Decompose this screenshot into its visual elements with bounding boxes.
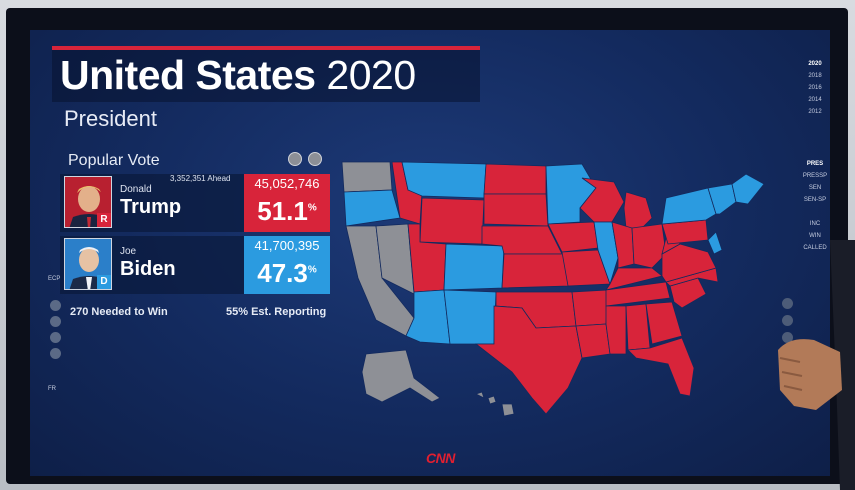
state-ny — [661, 187, 717, 225]
year-tab-2016[interactable]: 2016 — [808, 85, 822, 91]
race-tab-pres[interactable]: PRES — [806, 161, 824, 167]
monitor-frame: United States 2020 President Popular Vot… — [6, 8, 848, 484]
page-title: United States 2020 — [60, 52, 416, 99]
fr-label: FR — [48, 386, 56, 392]
state-nd — [483, 163, 547, 195]
tool-dot[interactable] — [50, 332, 61, 343]
state-sd — [483, 193, 549, 227]
party-badge-biden: D — [97, 275, 111, 289]
tool-dot[interactable] — [782, 298, 793, 309]
state-or — [343, 189, 401, 227]
state-in — [611, 221, 635, 269]
race-tab-win[interactable]: WIN — [809, 233, 821, 239]
state-mi — [623, 191, 653, 231]
state-ky — [605, 267, 663, 291]
year-tab-2014[interactable]: 2014 — [808, 97, 822, 103]
year-nav: 2020 2018 2016 2014 2012 — [802, 58, 828, 118]
tool-dot[interactable] — [782, 332, 793, 343]
race-tab-inc[interactable]: INC — [809, 221, 821, 227]
candidate-last-name: Trump — [120, 196, 182, 218]
state-nm — [443, 289, 497, 345]
race-tab-spacer — [802, 206, 828, 218]
vote-count: 41,700,395 — [254, 238, 320, 253]
state-ar — [571, 289, 609, 327]
reporting-status: 55% Est. Reporting — [226, 306, 327, 318]
state-wy — [419, 197, 485, 245]
avatar-trump: R — [64, 176, 112, 228]
race-tab-pressp[interactable]: PRESSP — [802, 173, 828, 179]
state-hi — [474, 391, 515, 417]
state-ms — [605, 305, 627, 355]
tool-dot[interactable] — [50, 348, 61, 359]
year-tab-2012[interactable]: 2012 — [808, 109, 822, 115]
filter-icon[interactable] — [288, 152, 302, 166]
state-la — [575, 323, 611, 359]
ahead-margin: 3,352,351 Ahead — [170, 174, 231, 183]
state-new-england — [707, 183, 737, 215]
needed-to-win: 270 Needed to Win — [70, 306, 168, 318]
state-mt — [401, 161, 487, 199]
cnn-logo: CNN — [426, 450, 455, 466]
title-bar — [52, 46, 480, 102]
tool-dot[interactable] — [50, 300, 61, 311]
tool-dot[interactable] — [782, 315, 793, 326]
vote-percent: 47.3% — [257, 258, 317, 288]
race-tab-sen-sp[interactable]: SEN-SP — [803, 197, 827, 203]
popular-vote-label: Popular Vote — [68, 152, 160, 169]
election-screen: United States 2020 President Popular Vot… — [30, 30, 830, 476]
race-nav: PRES PRESSP SEN SEN-SP INC WIN CALLED — [802, 158, 828, 254]
vote-box-biden: 41,700,395 47.3% — [244, 236, 330, 294]
state-tx — [474, 305, 583, 415]
race-tab-sen[interactable]: SEN — [808, 185, 822, 191]
vote-count: 45,052,746 — [254, 176, 320, 191]
year-tab-2020[interactable]: 2020 — [808, 61, 822, 67]
avatar-biden: D — [64, 238, 112, 290]
state-fl — [627, 337, 695, 397]
party-badge-trump: R — [97, 213, 111, 227]
state-oh — [631, 223, 667, 269]
us-election-map[interactable] — [336, 158, 776, 428]
state-ga — [645, 301, 683, 345]
year-tab-2018[interactable]: 2018 — [808, 73, 822, 79]
candidate-first-name: Donald — [120, 184, 152, 195]
right-tool-dots — [782, 298, 793, 343]
vote-box-trump: 45,052,746 51.1% — [244, 174, 330, 232]
title-main: United States — [60, 52, 316, 98]
candidate-panel-trump[interactable]: R 3,352,351 Ahead Donald Trump 45,052,74… — [60, 174, 330, 232]
candidate-first-name: Joe — [120, 246, 137, 257]
vote-percent: 51.1% — [257, 196, 317, 226]
state-il — [593, 221, 619, 286]
state-tn — [605, 281, 671, 307]
candidate-panel-biden[interactable]: D Joe Biden 41,700,395 47.3% — [60, 236, 330, 294]
race-subtitle: President — [64, 106, 157, 131]
tool-dot[interactable] — [50, 316, 61, 327]
state-me — [731, 173, 765, 205]
candidate-last-name: Biden — [120, 258, 176, 280]
close-icon[interactable] — [308, 152, 322, 166]
state-nj — [707, 231, 723, 255]
title-year: 2020 — [326, 52, 416, 98]
state-ks — [501, 253, 569, 289]
popular-vote-controls — [288, 152, 322, 166]
state-wa — [341, 161, 393, 193]
state-al — [625, 303, 651, 351]
presenter-hand — [778, 240, 855, 490]
state-ak — [361, 349, 441, 403]
ecp-label: ECP — [48, 276, 61, 282]
left-tool-dots — [50, 300, 61, 359]
race-tab-called[interactable]: CALLED — [803, 245, 827, 251]
state-co — [443, 243, 505, 291]
